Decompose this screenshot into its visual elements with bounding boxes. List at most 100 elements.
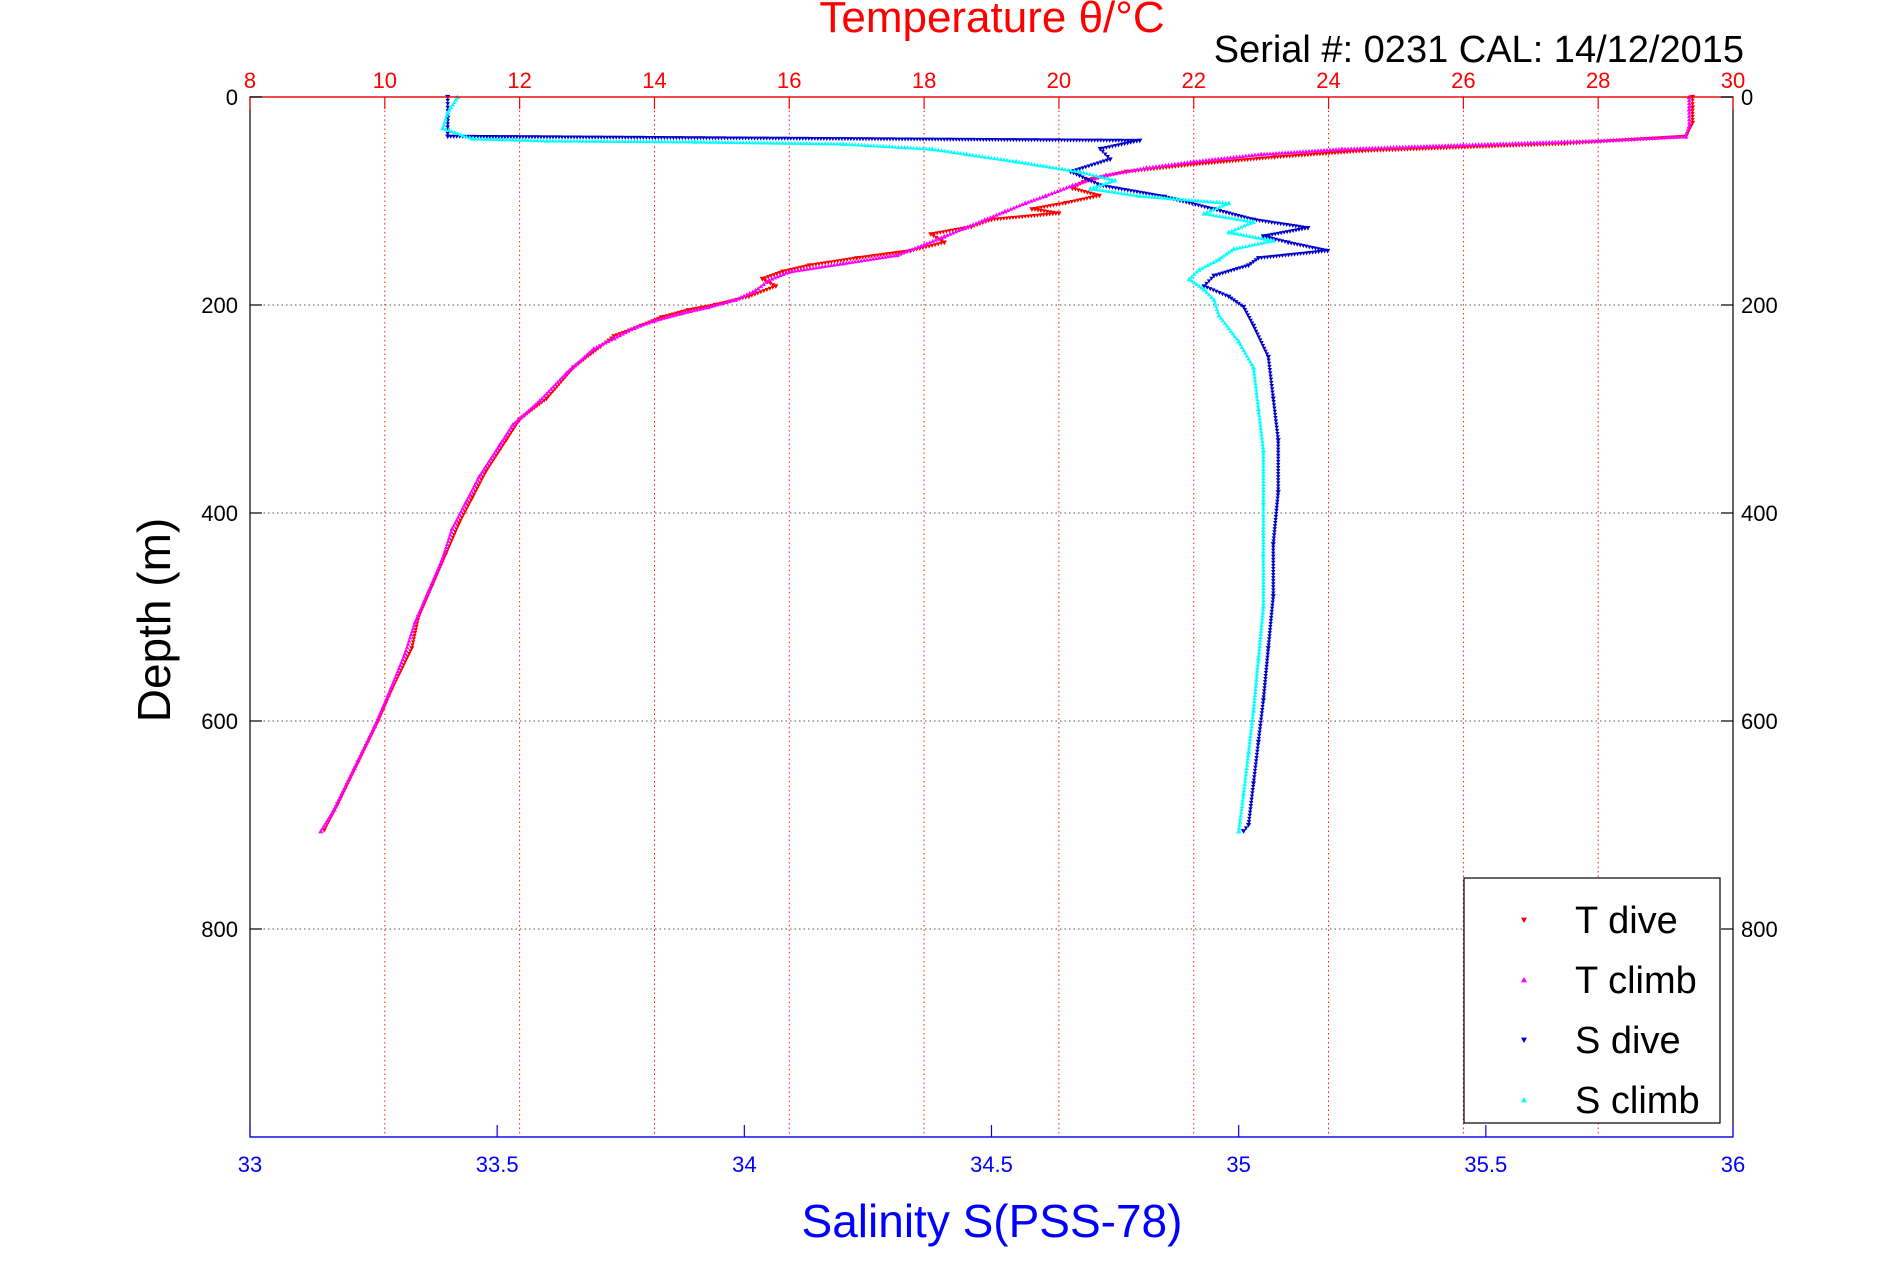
interpolated-marker [378,709,384,714]
interpolated-marker [1038,213,1043,218]
interpolated-marker [1442,143,1448,148]
interpolated-marker [562,138,567,143]
interpolated-marker [1455,142,1460,147]
interpolated-marker [1268,374,1273,379]
interpolated-marker [1281,154,1286,159]
interpolated-marker [815,136,821,141]
interpolated-marker [1253,683,1259,688]
interpolated-marker [1254,677,1259,682]
interpolated-marker [1264,239,1270,244]
interpolated-marker [1242,782,1247,786]
interpolated-marker [769,276,775,281]
interpolated-marker [1297,149,1303,154]
interpolated-marker [1246,153,1252,158]
interpolated-marker [743,136,748,141]
interpolated-marker [1107,138,1112,143]
data-point [469,136,476,141]
interpolated-marker [1268,255,1273,260]
interpolated-marker [872,137,878,142]
interpolated-marker [1497,141,1503,146]
data-point [1245,822,1252,828]
interpolated-marker [1238,303,1244,308]
interpolated-marker [1261,509,1266,514]
interpolated-marker [1239,158,1244,163]
interpolated-marker [653,136,658,140]
interpolated-marker [976,153,982,158]
interpolated-marker [1249,727,1254,732]
interpolated-marker [392,677,397,682]
interpolated-marker [381,704,386,709]
interpolated-marker [479,136,484,141]
interpolated-marker [1321,147,1327,152]
interpolated-marker [923,146,929,151]
interpolated-marker [544,135,550,140]
interpolated-marker [857,137,863,142]
interpolated-marker [1255,743,1261,748]
interpolated-marker [1256,653,1261,658]
interpolated-marker [361,746,367,751]
interpolated-marker [1206,161,1211,166]
interpolated-marker [473,136,478,141]
data-point [1087,185,1093,191]
interpolated-marker [629,327,634,332]
interpolated-marker [1110,171,1115,176]
interpolated-marker [908,137,914,142]
interpolated-marker [935,137,941,142]
interpolated-marker [1261,503,1266,508]
interpolated-marker [881,252,886,257]
interpolated-marker [884,252,889,257]
interpolated-marker [451,134,456,139]
interpolated-marker [1464,142,1469,147]
interpolated-marker [1116,138,1121,143]
interpolated-marker [435,568,440,573]
interpolated-marker [416,611,422,616]
interpolated-marker [1038,138,1043,143]
interpolated-marker [478,134,484,139]
interpolated-marker [1250,718,1255,722]
interpolated-marker [878,253,883,258]
interpolated-marker [364,740,369,745]
interpolated-marker [1168,196,1173,201]
interpolated-marker [1245,157,1250,162]
interpolated-marker [451,523,456,528]
interpolated-marker [1026,214,1031,219]
data-point [1255,739,1262,745]
temperature-tick-label: 12 [507,68,531,93]
interpolated-marker [480,469,485,474]
interpolated-marker [1032,138,1037,143]
interpolated-marker [1178,160,1184,165]
interpolated-marker [1292,252,1297,257]
interpolated-marker [1456,145,1462,150]
interpolated-marker [1273,517,1278,522]
interpolated-marker [629,135,634,140]
data-point [1241,791,1247,796]
interpolated-marker [1234,154,1239,159]
interpolated-marker [656,136,661,140]
interpolated-marker [986,155,991,160]
data-point [1245,263,1252,269]
data-point [463,500,469,505]
interpolated-marker [482,472,487,477]
interpolated-marker [1316,250,1321,255]
interpolated-marker [517,416,522,421]
salinity-tick-label: 35 [1226,1152,1250,1177]
interpolated-marker [617,135,622,140]
interpolated-marker [942,137,947,142]
interpolated-marker [1185,160,1190,165]
interpolated-marker [1313,250,1318,255]
interpolated-marker [447,107,452,112]
interpolated-marker [680,136,685,141]
interpolated-marker [1253,759,1259,764]
interpolated-marker [1245,218,1250,223]
interpolated-marker [1002,138,1007,143]
interpolated-marker [1250,234,1255,239]
interpolated-marker [1028,198,1034,203]
data-point [318,828,324,834]
interpolated-marker [1296,153,1301,158]
interpolated-marker [582,354,587,359]
interpolated-marker [1214,206,1219,211]
interpolated-marker [1391,145,1396,149]
interpolated-marker [1273,416,1278,420]
interpolated-marker [719,139,725,144]
interpolated-marker [819,141,825,146]
